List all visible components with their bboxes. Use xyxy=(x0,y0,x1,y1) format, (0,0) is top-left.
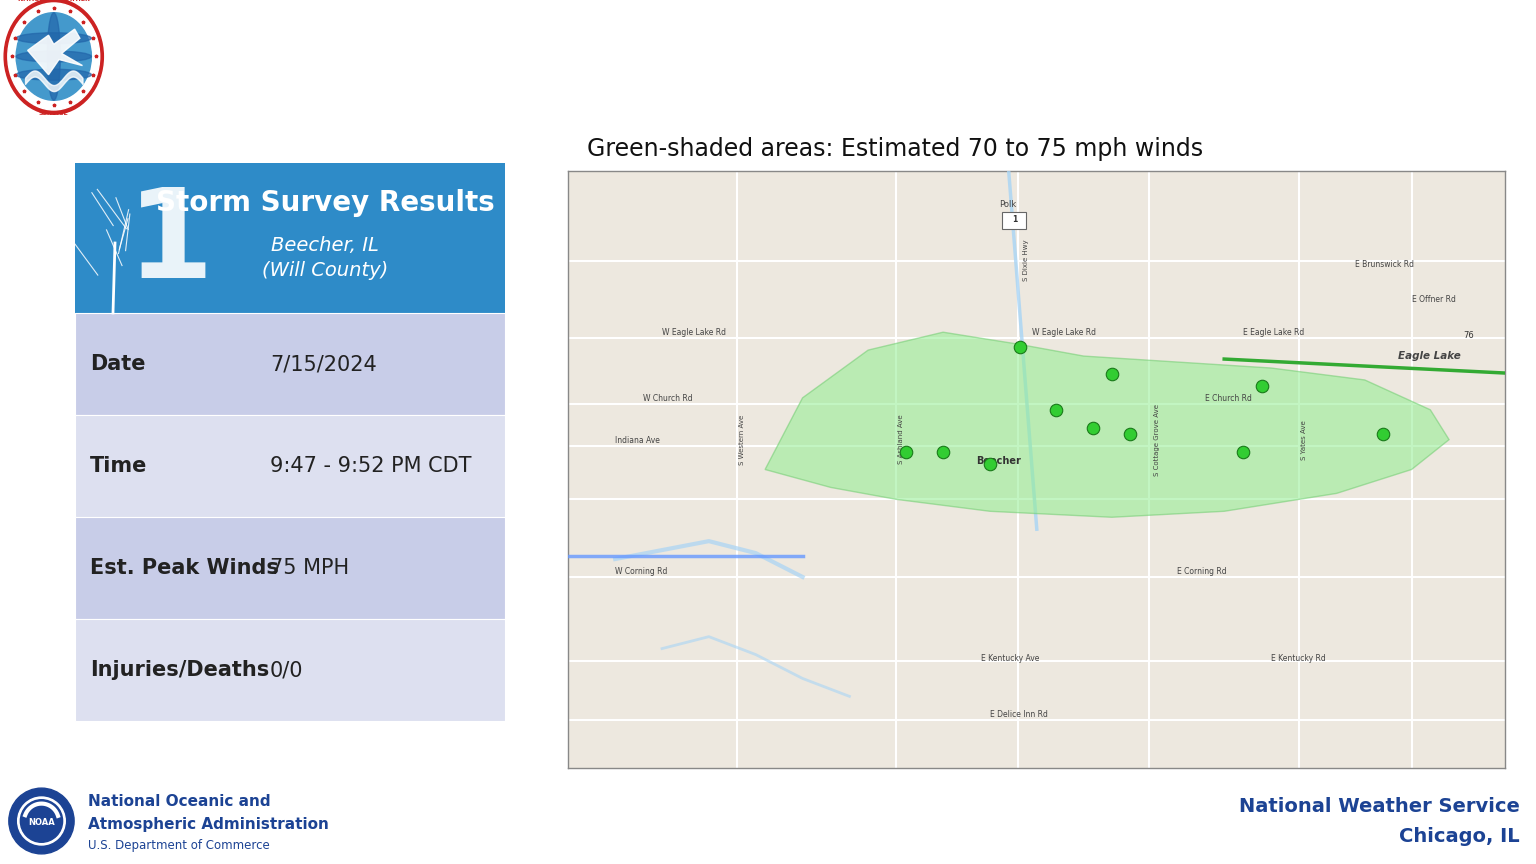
Text: S Yates Ave: S Yates Ave xyxy=(1301,420,1307,460)
Text: NOAA: NOAA xyxy=(28,818,55,828)
Text: Indiana Ave: Indiana Ave xyxy=(614,435,660,445)
Text: E Offner Rd: E Offner Rd xyxy=(1412,295,1456,304)
Text: W Eagle Lake Rd: W Eagle Lake Rd xyxy=(662,328,727,337)
FancyBboxPatch shape xyxy=(75,163,505,313)
Text: 0/0: 0/0 xyxy=(270,660,304,680)
Circle shape xyxy=(18,797,66,845)
Text: National Oceanic and: National Oceanic and xyxy=(88,795,270,810)
Circle shape xyxy=(5,0,103,114)
Text: S Cottage Grove Ave: S Cottage Grove Ave xyxy=(1154,403,1160,476)
Polygon shape xyxy=(765,332,1448,518)
Text: E Delice Inn Rd: E Delice Inn Rd xyxy=(989,710,1048,719)
Ellipse shape xyxy=(17,69,91,80)
Text: 76: 76 xyxy=(1464,331,1475,340)
Circle shape xyxy=(9,788,74,854)
Text: 75 MPH: 75 MPH xyxy=(270,558,349,578)
Text: E Church Rd: E Church Rd xyxy=(1206,394,1252,403)
Text: E Kentucky Ave: E Kentucky Ave xyxy=(980,653,1038,663)
Text: Eagle Lake: Eagle Lake xyxy=(1398,351,1461,361)
Text: E Kentucky Rd: E Kentucky Rd xyxy=(1270,653,1326,663)
Text: Date: Date xyxy=(91,354,146,374)
Text: S Ashland Ave: S Ashland Ave xyxy=(899,415,905,465)
Text: 9:47 - 9:52 PM CDT: 9:47 - 9:52 PM CDT xyxy=(270,456,472,476)
Text: Beecher Straight Line Winds: Beecher Straight Line Winds xyxy=(111,22,1049,79)
Text: W Church Rd: W Church Rd xyxy=(644,394,693,403)
Text: Time: Time xyxy=(91,456,147,476)
Text: NATIONAL WEATHER: NATIONAL WEATHER xyxy=(18,0,89,3)
Text: August 3, 2024: August 3, 2024 xyxy=(1318,20,1521,44)
Text: Beecher, IL
(Will County): Beecher, IL (Will County) xyxy=(261,236,389,280)
Text: Est. Peak Winds: Est. Peak Winds xyxy=(91,558,280,578)
Text: S Dixie Hwy: S Dixie Hwy xyxy=(1023,239,1029,282)
Text: 7/15/2024: 7/15/2024 xyxy=(270,354,376,374)
Text: Injuries/Deaths: Injuries/Deaths xyxy=(91,660,269,680)
Text: E Brunswick Rd: E Brunswick Rd xyxy=(1355,259,1415,269)
Text: National Weather Service: National Weather Service xyxy=(1240,797,1521,816)
Text: Chicago, IL: Chicago, IL xyxy=(1399,827,1521,846)
Polygon shape xyxy=(28,29,83,74)
Text: E Corning Rd: E Corning Rd xyxy=(1177,567,1227,576)
Ellipse shape xyxy=(17,33,91,44)
Text: Polk: Polk xyxy=(1000,200,1017,209)
Text: 1: 1 xyxy=(1012,215,1017,225)
FancyBboxPatch shape xyxy=(75,619,505,721)
Text: E Eagle Lake Rd: E Eagle Lake Rd xyxy=(1243,328,1304,337)
Text: 1: 1 xyxy=(126,182,214,303)
Ellipse shape xyxy=(48,13,60,100)
FancyBboxPatch shape xyxy=(75,313,505,415)
Text: Atmospheric Administration: Atmospheric Administration xyxy=(88,816,329,831)
Ellipse shape xyxy=(17,51,91,62)
Circle shape xyxy=(8,3,100,110)
FancyBboxPatch shape xyxy=(75,415,505,517)
Text: Beecher: Beecher xyxy=(975,455,1021,466)
Text: U.S. Department of Commerce: U.S. Department of Commerce xyxy=(88,840,270,853)
Text: S Western Ave: S Western Ave xyxy=(739,415,745,465)
FancyBboxPatch shape xyxy=(75,517,505,619)
Text: Storm Survey Results: Storm Survey Results xyxy=(155,189,495,217)
Circle shape xyxy=(17,13,91,100)
Text: W Corning Rd: W Corning Rd xyxy=(614,567,668,576)
Text: SERVICE: SERVICE xyxy=(38,111,69,116)
Circle shape xyxy=(20,800,63,842)
Text: Green-shaded areas: Estimated 70 to 75 mph winds: Green-shaded areas: Estimated 70 to 75 m… xyxy=(587,137,1203,162)
Text: W Eagle Lake Rd: W Eagle Lake Rd xyxy=(1032,328,1097,337)
Text: 4:33 AM: 4:33 AM xyxy=(1412,58,1521,82)
FancyBboxPatch shape xyxy=(1001,212,1026,229)
